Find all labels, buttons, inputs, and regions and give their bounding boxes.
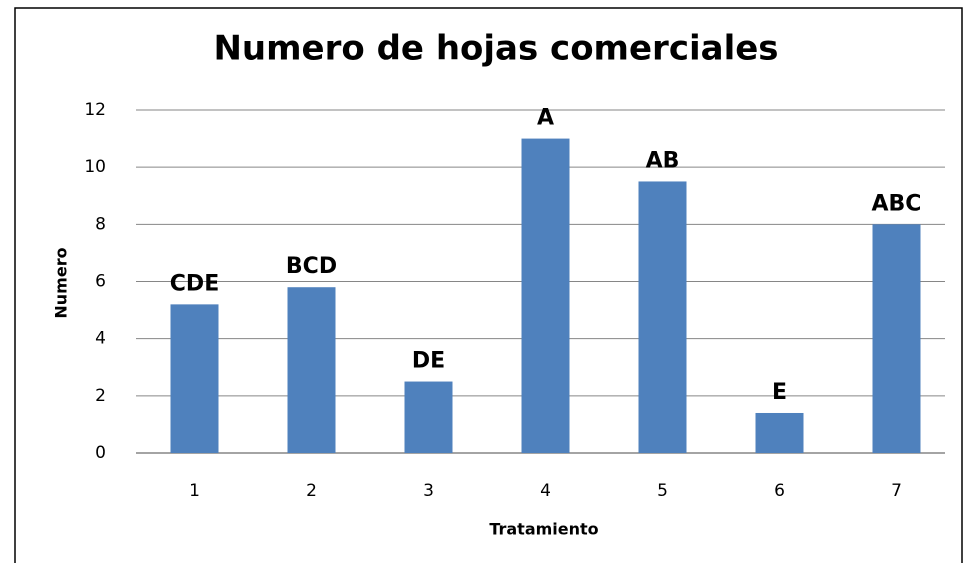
chart-title: Numero de hojas comerciales — [213, 29, 778, 69]
y-tick-label: 4 — [95, 329, 106, 349]
bar — [287, 287, 336, 453]
bar — [404, 381, 453, 453]
annotation: A — [537, 106, 554, 131]
y-tick-label: 2 — [95, 386, 106, 406]
chart-frame — [14, 7, 963, 563]
bar — [170, 304, 219, 453]
x-tick-label: 4 — [540, 481, 551, 501]
y-tick-label: 12 — [84, 100, 106, 120]
y-tick-label: 10 — [84, 157, 106, 177]
annotation: CDE — [170, 271, 219, 296]
bar — [755, 412, 804, 453]
bar — [521, 138, 570, 454]
x-tick-label: 6 — [774, 481, 785, 501]
x-tick-label: 3 — [423, 481, 434, 501]
annotation: AB — [646, 148, 680, 173]
annotation: ABC — [872, 191, 922, 216]
y-tick-label: 8 — [95, 214, 106, 234]
annotation: DE — [412, 349, 445, 374]
x-axis-label: Tratamiento — [489, 520, 598, 539]
x-tick-label: 7 — [891, 481, 902, 501]
y-axis-label: Numero — [52, 247, 71, 318]
bar — [872, 224, 921, 453]
annotation: BCD — [286, 254, 337, 279]
bar — [638, 181, 687, 454]
y-tick-label: 6 — [95, 272, 106, 292]
x-tick-label: 2 — [306, 481, 317, 501]
y-tick-label: 0 — [95, 443, 106, 463]
annotation: E — [772, 380, 787, 405]
x-tick-label: 1 — [189, 481, 200, 501]
x-tick-label: 5 — [657, 481, 668, 501]
